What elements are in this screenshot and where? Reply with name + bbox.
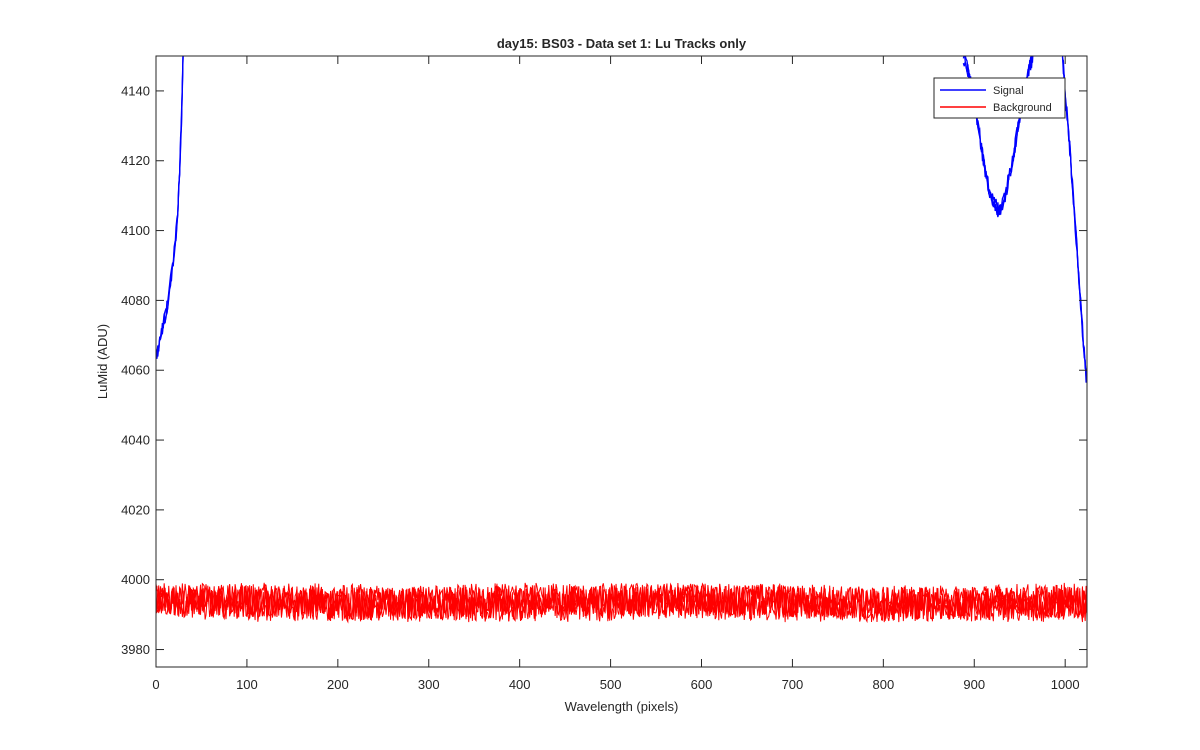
- x-tick-label: 300: [418, 677, 440, 692]
- y-tick-label: 4060: [121, 363, 150, 378]
- legend: Signal Background: [933, 77, 1066, 119]
- signal-line: [156, 56, 184, 354]
- x-tick-label: 600: [691, 677, 713, 692]
- legend-box: [933, 77, 1066, 119]
- y-tick-label: 4120: [121, 153, 150, 168]
- y-tick-label: 4140: [121, 83, 150, 98]
- y-tick-label: 4080: [121, 293, 150, 308]
- x-tick-label: 700: [782, 677, 804, 692]
- x-tick-label: 200: [327, 677, 349, 692]
- signal-line: [1061, 58, 1087, 378]
- y-axis-label: LuMid (ADU): [95, 324, 110, 399]
- y-tick-label: 4020: [121, 502, 150, 517]
- y-tick-label: 4100: [121, 223, 150, 238]
- chart-title: day15: BS03 - Data set 1: Lu Tracks only: [497, 36, 747, 51]
- x-tick-label: 400: [509, 677, 531, 692]
- x-tick-label: 100: [236, 677, 258, 692]
- y-tick-label: 3980: [121, 642, 150, 657]
- background-series: [156, 582, 1087, 624]
- y-tick-label: 4000: [121, 572, 150, 587]
- legend-label-signal: Signal: [993, 85, 1024, 97]
- background-line: [156, 582, 1087, 623]
- x-tick-label: 1000: [1051, 677, 1080, 692]
- plot-area: [156, 56, 1087, 667]
- y-tick-label: 4040: [121, 433, 150, 448]
- x-tick-label: 500: [600, 677, 622, 692]
- x-tick-label: 0: [152, 677, 159, 692]
- x-tick-label: 900: [963, 677, 985, 692]
- x-tick-label: 800: [872, 677, 894, 692]
- x-axis-label: Wavelength (pixels): [565, 699, 679, 714]
- legend-label-background: Background: [993, 102, 1052, 114]
- axes-box: [155, 55, 1088, 668]
